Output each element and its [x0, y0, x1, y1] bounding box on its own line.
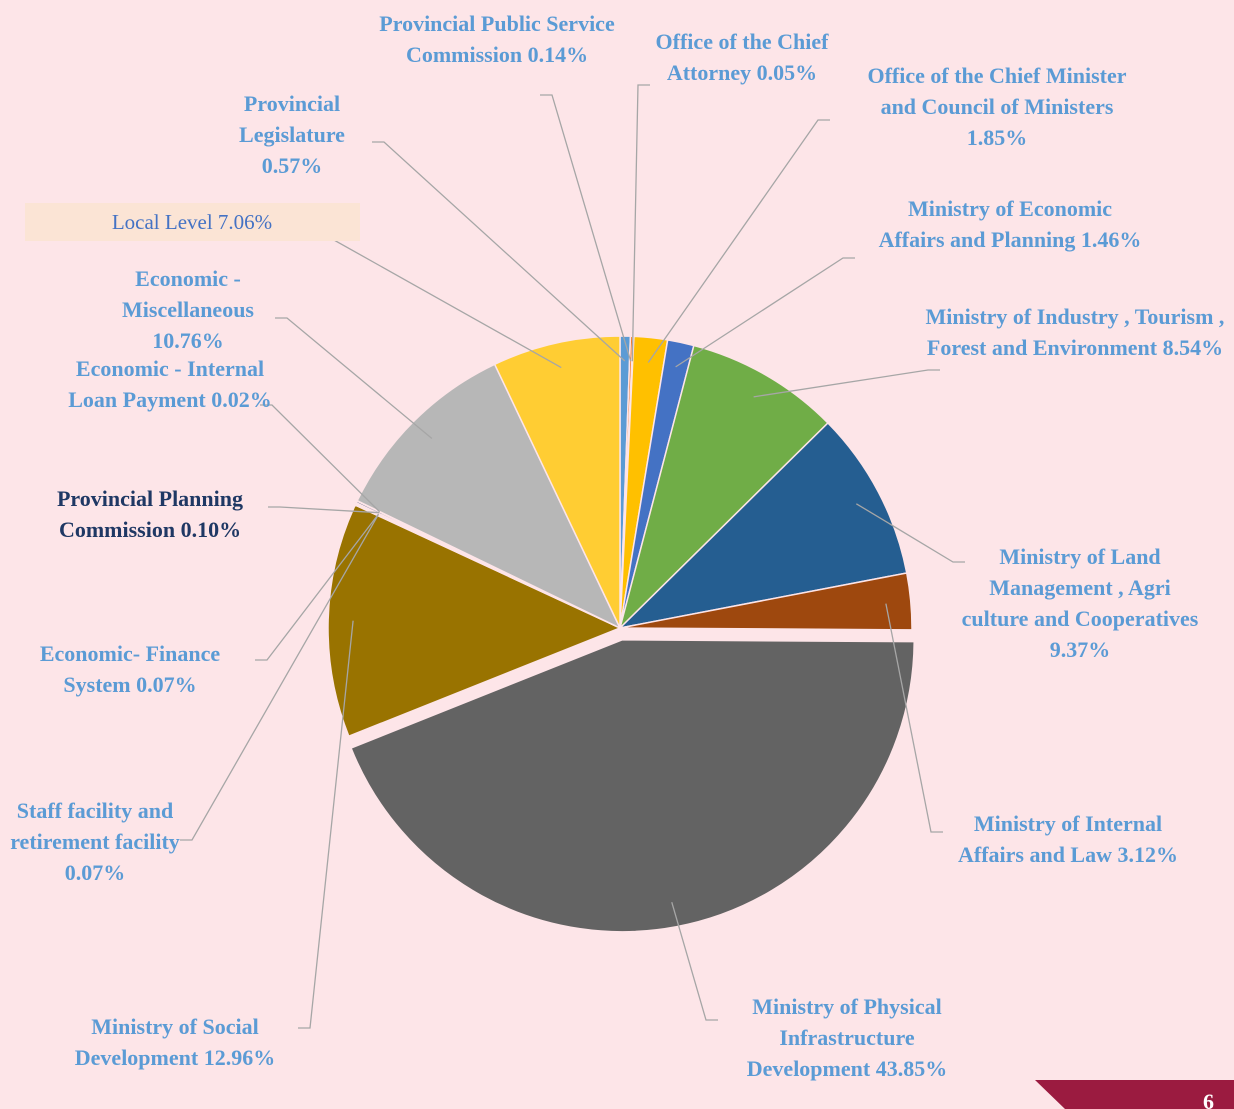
category-name: Ministry of Industry , Tourism , Forest …: [925, 304, 1225, 360]
pie-slice: [493, 335, 621, 629]
slice-label: Local Level 7.06%: [24, 203, 360, 241]
value-label: 43.85%: [875, 1056, 948, 1081]
category-name: Economic - Miscellaneous: [122, 266, 254, 322]
slice-label: Office of the Chief Attorney 0.05%: [627, 26, 857, 88]
value-label: 0.02%: [211, 387, 272, 412]
leader-line: [647, 119, 830, 363]
leader-line: [671, 901, 718, 1021]
value-label: 0.05%: [756, 60, 818, 85]
leader-line: [885, 603, 943, 833]
value-label: 1.85%: [966, 125, 1028, 150]
leader-line: [753, 369, 940, 398]
leader-line: [275, 317, 433, 440]
leader-line: [855, 503, 965, 563]
category-name: Economic- Finance System: [39, 641, 221, 697]
pie-slice: [617, 421, 908, 630]
leader-line: [631, 84, 650, 362]
category-name: Ministry of Land Management , Agri cultu…: [961, 544, 1199, 631]
category-name: Ministry of Social Development: [74, 1014, 259, 1070]
leader-line: [298, 620, 354, 1029]
page-corner: [1035, 1080, 1234, 1109]
value-label: 9.37%: [1049, 637, 1111, 662]
slice-label: Provincial Planning Commission 0.10%: [25, 483, 275, 545]
pie: [327, 335, 915, 933]
category-name: Ministry of Economic Affairs and Plannin…: [878, 196, 1113, 252]
category-name: Provincial Public Service Commission: [379, 11, 615, 67]
leader-line: [540, 94, 632, 362]
slice-label: Provincial Legislature 0.57%: [212, 88, 372, 181]
category-name: Provincial Legislature: [239, 91, 345, 147]
value-label: 3.12%: [1117, 842, 1179, 867]
slice-label: Economic- Finance System 0.07%: [10, 638, 250, 700]
value-label: 0.14%: [527, 42, 589, 67]
value-label: 8.54%: [1162, 335, 1224, 360]
category-name: Office of the Chief Attorney: [655, 29, 829, 85]
pie-slice: [327, 504, 622, 738]
value-label: 0.57%: [261, 153, 323, 178]
category-name: Staff facility and retirement facility: [10, 798, 180, 854]
value-label: 0.07%: [136, 672, 197, 697]
category-name: Provincial Planning Commission: [56, 486, 243, 542]
category-name: Ministry of Internal Affairs and Law: [957, 811, 1163, 867]
pie-slice: [619, 572, 913, 631]
category-name: Ministry of Physical Infrastructure Deve…: [746, 994, 942, 1081]
leader-line: [322, 239, 562, 369]
slice-label: Economic - Miscellaneous 10.76%: [98, 263, 278, 356]
pie-slice: [618, 344, 829, 631]
slice-label: Economic - Internal Loan Payment 0.02%: [50, 353, 290, 415]
slice-label: Ministry of Physical Infrastructure Deve…: [717, 991, 977, 1084]
leader-line: [260, 404, 381, 513]
leader-line: [372, 141, 626, 362]
category-name: Economic - Internal Loan Payment: [68, 356, 265, 412]
slice-label: Office of the Chief Minister and Council…: [852, 60, 1142, 153]
leader-line: [268, 506, 380, 514]
slice-label: Ministry of Economic Affairs and Plannin…: [875, 193, 1145, 255]
pie-slice: [350, 639, 915, 933]
slice-label: Ministry of Social Development 12.96%: [60, 1011, 290, 1073]
value-label: 10.76%: [152, 328, 224, 353]
value-label: 0.07%: [64, 860, 126, 885]
leader-line: [180, 514, 379, 841]
slice-label: Ministry of Industry , Tourism , Forest …: [910, 301, 1234, 363]
value-label: 7.06%: [217, 210, 273, 234]
value-label: 0.10%: [180, 517, 242, 542]
category-name: Office of the Chief Minister and Council…: [867, 63, 1127, 119]
leader-line: [675, 257, 855, 368]
slice-label: Ministry of Internal Affairs and Law 3.1…: [943, 808, 1193, 870]
slice-label: Ministry of Land Management , Agri cultu…: [955, 541, 1205, 665]
page-number: 6: [1203, 1089, 1214, 1109]
category-name: Local Level: [111, 210, 213, 234]
slice-label: Provincial Public Service Commission 0.1…: [377, 8, 617, 70]
value-label: 12.96%: [203, 1045, 276, 1070]
leader-line: [255, 513, 380, 661]
value-label: 1.46%: [1080, 227, 1142, 252]
slice-label: Staff facility and retirement facility 0…: [5, 795, 185, 888]
